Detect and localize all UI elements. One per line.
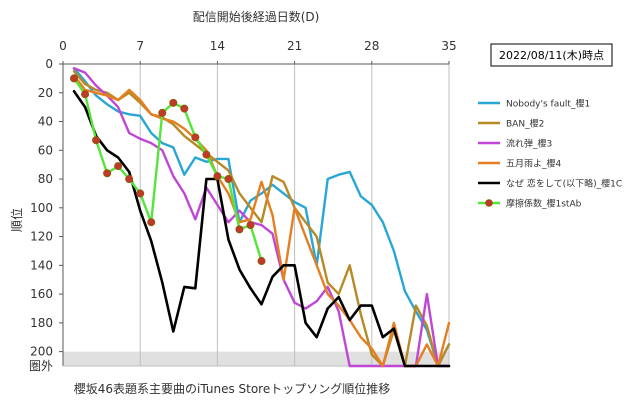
chart-title: 櫻坂46表題系主要曲のiTunes Storeトップソング順位推移 [74,381,391,396]
data-point [257,257,266,266]
y-tick-label: 100 [30,201,53,215]
data-point [180,104,189,113]
data-point [114,162,123,171]
data-point [158,108,167,117]
out-of-range-band [63,351,449,366]
x-tick-label: 28 [364,39,379,53]
x-tick-label: 0 [59,39,67,53]
legend-label: 流れ弾_櫻3 [506,138,552,150]
y-tick-label: 180 [30,316,53,330]
y-tick-label: 20 [38,86,53,100]
y-tick-label: 200 [30,345,53,359]
data-point [169,98,178,107]
series-line [72,74,451,368]
data-point [92,136,101,145]
x-tick-label: 7 [136,39,144,53]
legend-label: なぜ 恋をして(以下略)_櫻1C [506,178,622,190]
y-tick-label: 120 [30,230,53,244]
x-axis-title: 配信開始後経過日数(D) [193,9,320,24]
y-tick-label: 0 [45,57,53,71]
x-tick-label: 21 [287,39,302,53]
y-tick-label: 40 [38,115,53,129]
legend-label: 五月雨よ_櫻4 [506,158,562,170]
y-tick-label: 160 [30,287,53,301]
y-axis-title: 順位 [9,208,24,232]
out-of-range-label: 圏外 [29,359,53,373]
data-point [70,74,79,83]
series-line [72,77,263,263]
data-point [224,175,233,184]
legend-label: BAN_櫻2 [506,118,544,130]
data-point [202,150,211,159]
data-point [103,169,112,178]
x-tick-label: 35 [441,39,456,53]
x-tick-label: 14 [210,39,225,53]
svg-text:順位: 順位 [9,208,24,232]
legend-label: 摩擦係数_櫻1stAb [506,198,582,210]
y-tick-label: 140 [30,258,53,272]
y-tick-label: 80 [38,172,53,186]
data-point [235,225,244,234]
legend-marker [485,199,493,207]
data-point [125,175,134,184]
data-point [147,218,156,227]
legend-label: Nobody's fault_櫻1 [506,98,590,110]
series-line [72,90,451,368]
data-point [213,172,222,181]
date-box-text: 2022/08/11(木)時点 [499,49,604,62]
data-point [136,189,145,198]
data-point [81,90,90,99]
data-point [191,133,200,142]
series-line [72,67,451,368]
data-point [246,221,255,230]
y-tick-label: 60 [38,143,53,157]
date-box: 2022/08/11(木)時点 [490,43,613,67]
series-line [72,67,451,368]
